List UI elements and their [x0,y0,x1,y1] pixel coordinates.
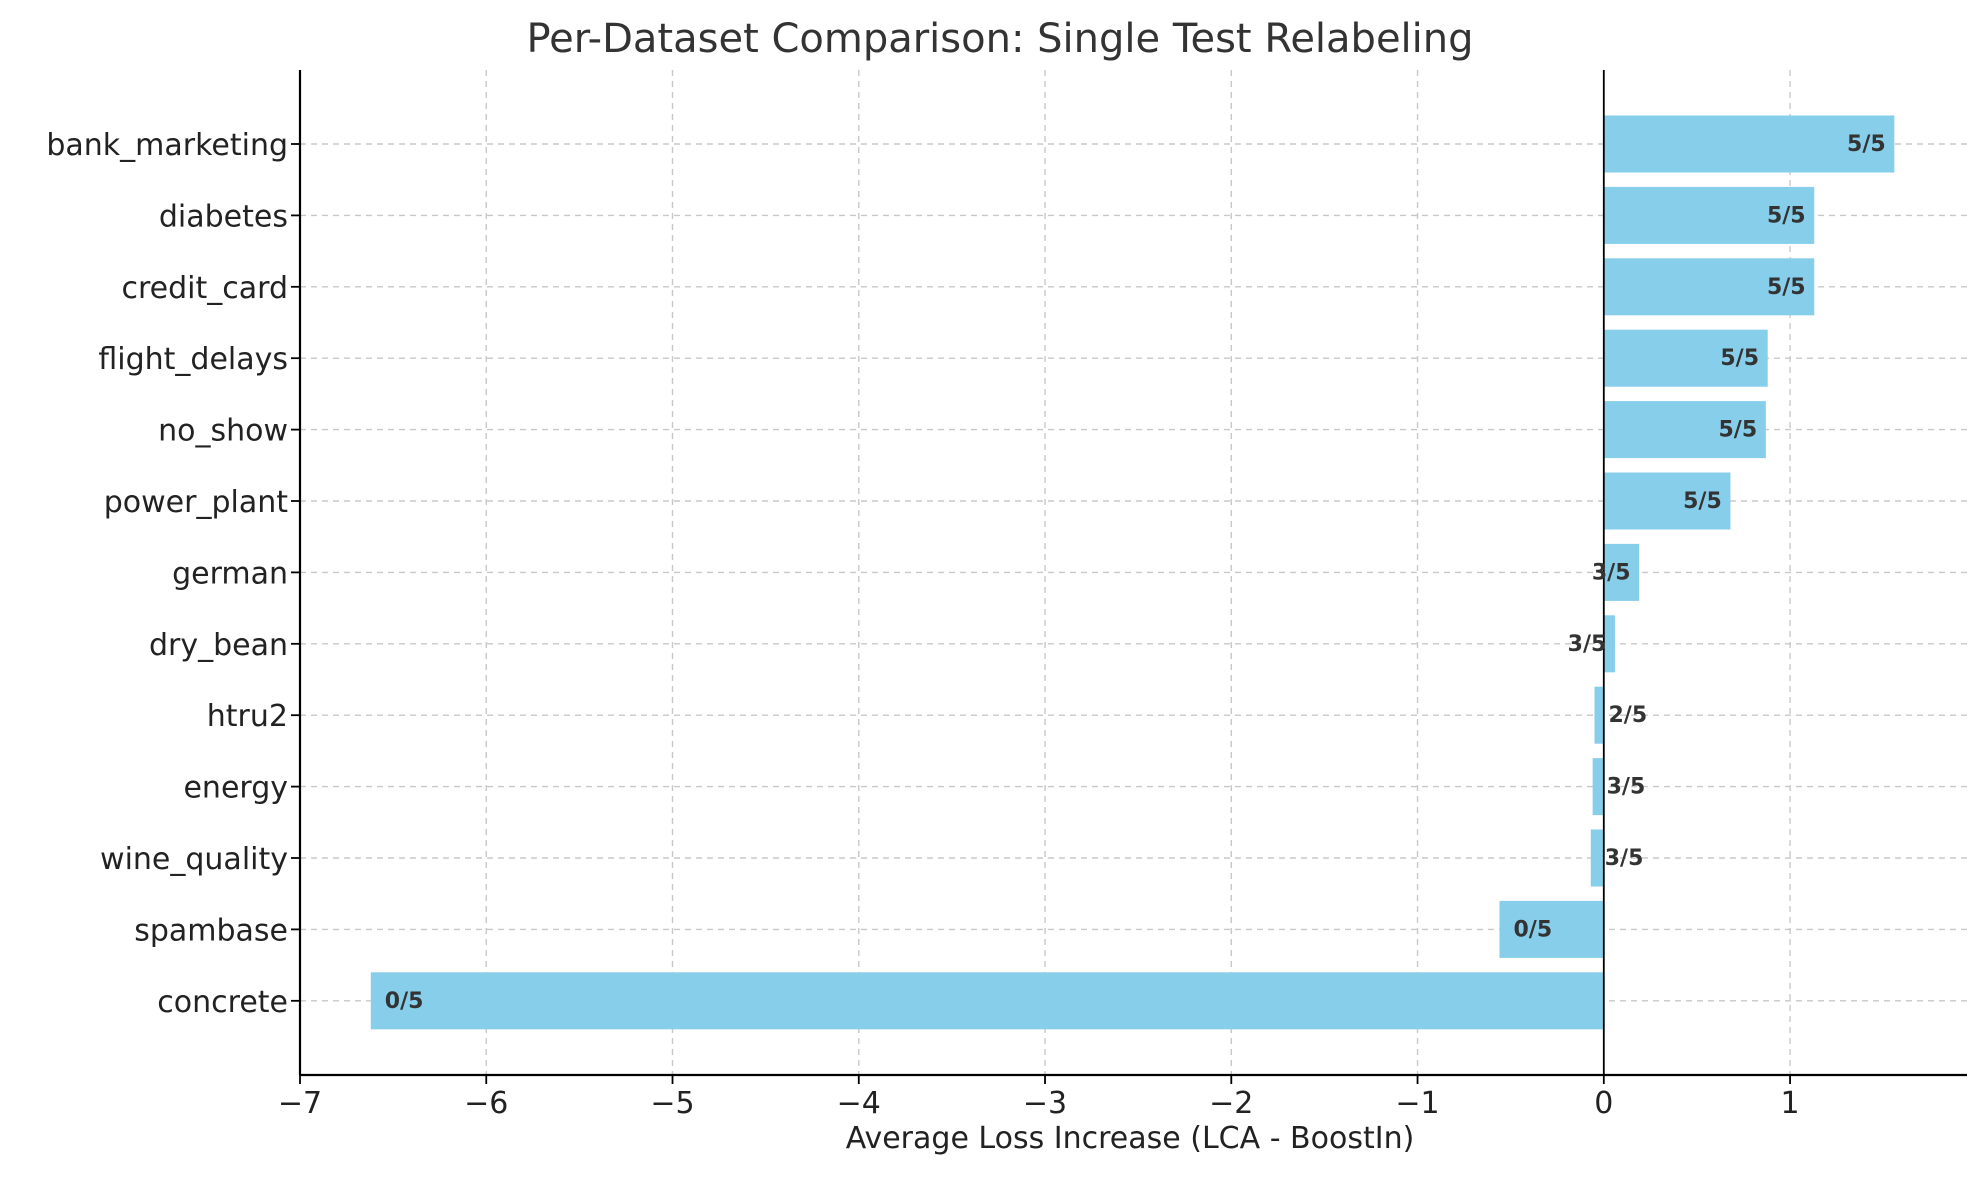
bar [1603,472,1731,530]
data-labels: 5/5 5/5 5/5 5/5 5/5 5/5 3/5 3/5 2/5 3/5 3/5 0/5 0/5 [385,132,1886,1014]
bar [1499,900,1604,958]
bar [1603,186,1815,244]
data-label: 3/5 [1605,846,1644,871]
x-tick-label: −2 [1209,1086,1253,1121]
data-label: 0/5 [1513,917,1552,942]
y-tick-label: power_plant [104,485,289,520]
x-tick-label: −1 [1395,1086,1439,1121]
data-label: 5/5 [1720,346,1759,371]
data-label: 0/5 [385,989,424,1014]
bar [1592,758,1604,816]
axes [291,70,1967,1084]
bar [370,972,1604,1030]
x-tick-label: −6 [464,1086,508,1121]
data-label: 5/5 [1719,418,1758,443]
x-tick-labels: −7 −6 −5 −4 −3 −2 −1 0 1 [278,1086,1800,1121]
data-label: 3/5 [1607,775,1646,800]
data-label: 5/5 [1767,203,1806,228]
y-tick-label: energy [183,771,288,806]
y-tick-label: diabetes [159,199,288,234]
data-label: 5/5 [1767,275,1806,300]
y-tick-labels: bank_marketing diabetes credit_card flight_… [46,128,288,1020]
y-tick-label: htru2 [207,699,288,734]
data-label: 3/5 [1568,632,1607,657]
x-tick-label: −4 [837,1086,881,1121]
data-label: 2/5 [1608,703,1647,728]
y-tick-label: concrete [157,985,288,1020]
bar [1594,686,1604,744]
x-tick-label: −5 [650,1086,694,1121]
bar [1603,401,1766,459]
bar [1590,829,1604,887]
bars [370,115,1895,1030]
x-tick-label: −7 [278,1086,322,1121]
x-tick-label: 1 [1781,1086,1800,1121]
chart-title: Per-Dataset Comparison: Single Test Rela… [526,16,1473,62]
y-tick-label: flight_delays [98,342,288,377]
y-tick-label: dry_bean [149,628,288,663]
y-tick-label: bank_marketing [46,128,288,163]
data-label: 3/5 [1592,560,1631,585]
bar [1603,258,1815,316]
bar [1603,543,1640,601]
y-tick-label: spambase [134,913,288,948]
bar [1603,115,1895,173]
x-axis-label: Average Loss Increase (LCA - BoostIn) [846,1121,1415,1156]
y-tick-label: no_show [158,414,288,449]
y-tick-label: credit_card [122,271,289,306]
y-tick-label: german [172,556,288,591]
bar [1603,615,1615,673]
bar [1603,329,1768,387]
data-label: 5/5 [1847,132,1886,157]
x-tick-label: −3 [1023,1086,1067,1121]
data-label: 5/5 [1683,489,1722,514]
y-tick-label: wine_quality [100,842,288,877]
x-tick-label: 0 [1594,1086,1613,1121]
